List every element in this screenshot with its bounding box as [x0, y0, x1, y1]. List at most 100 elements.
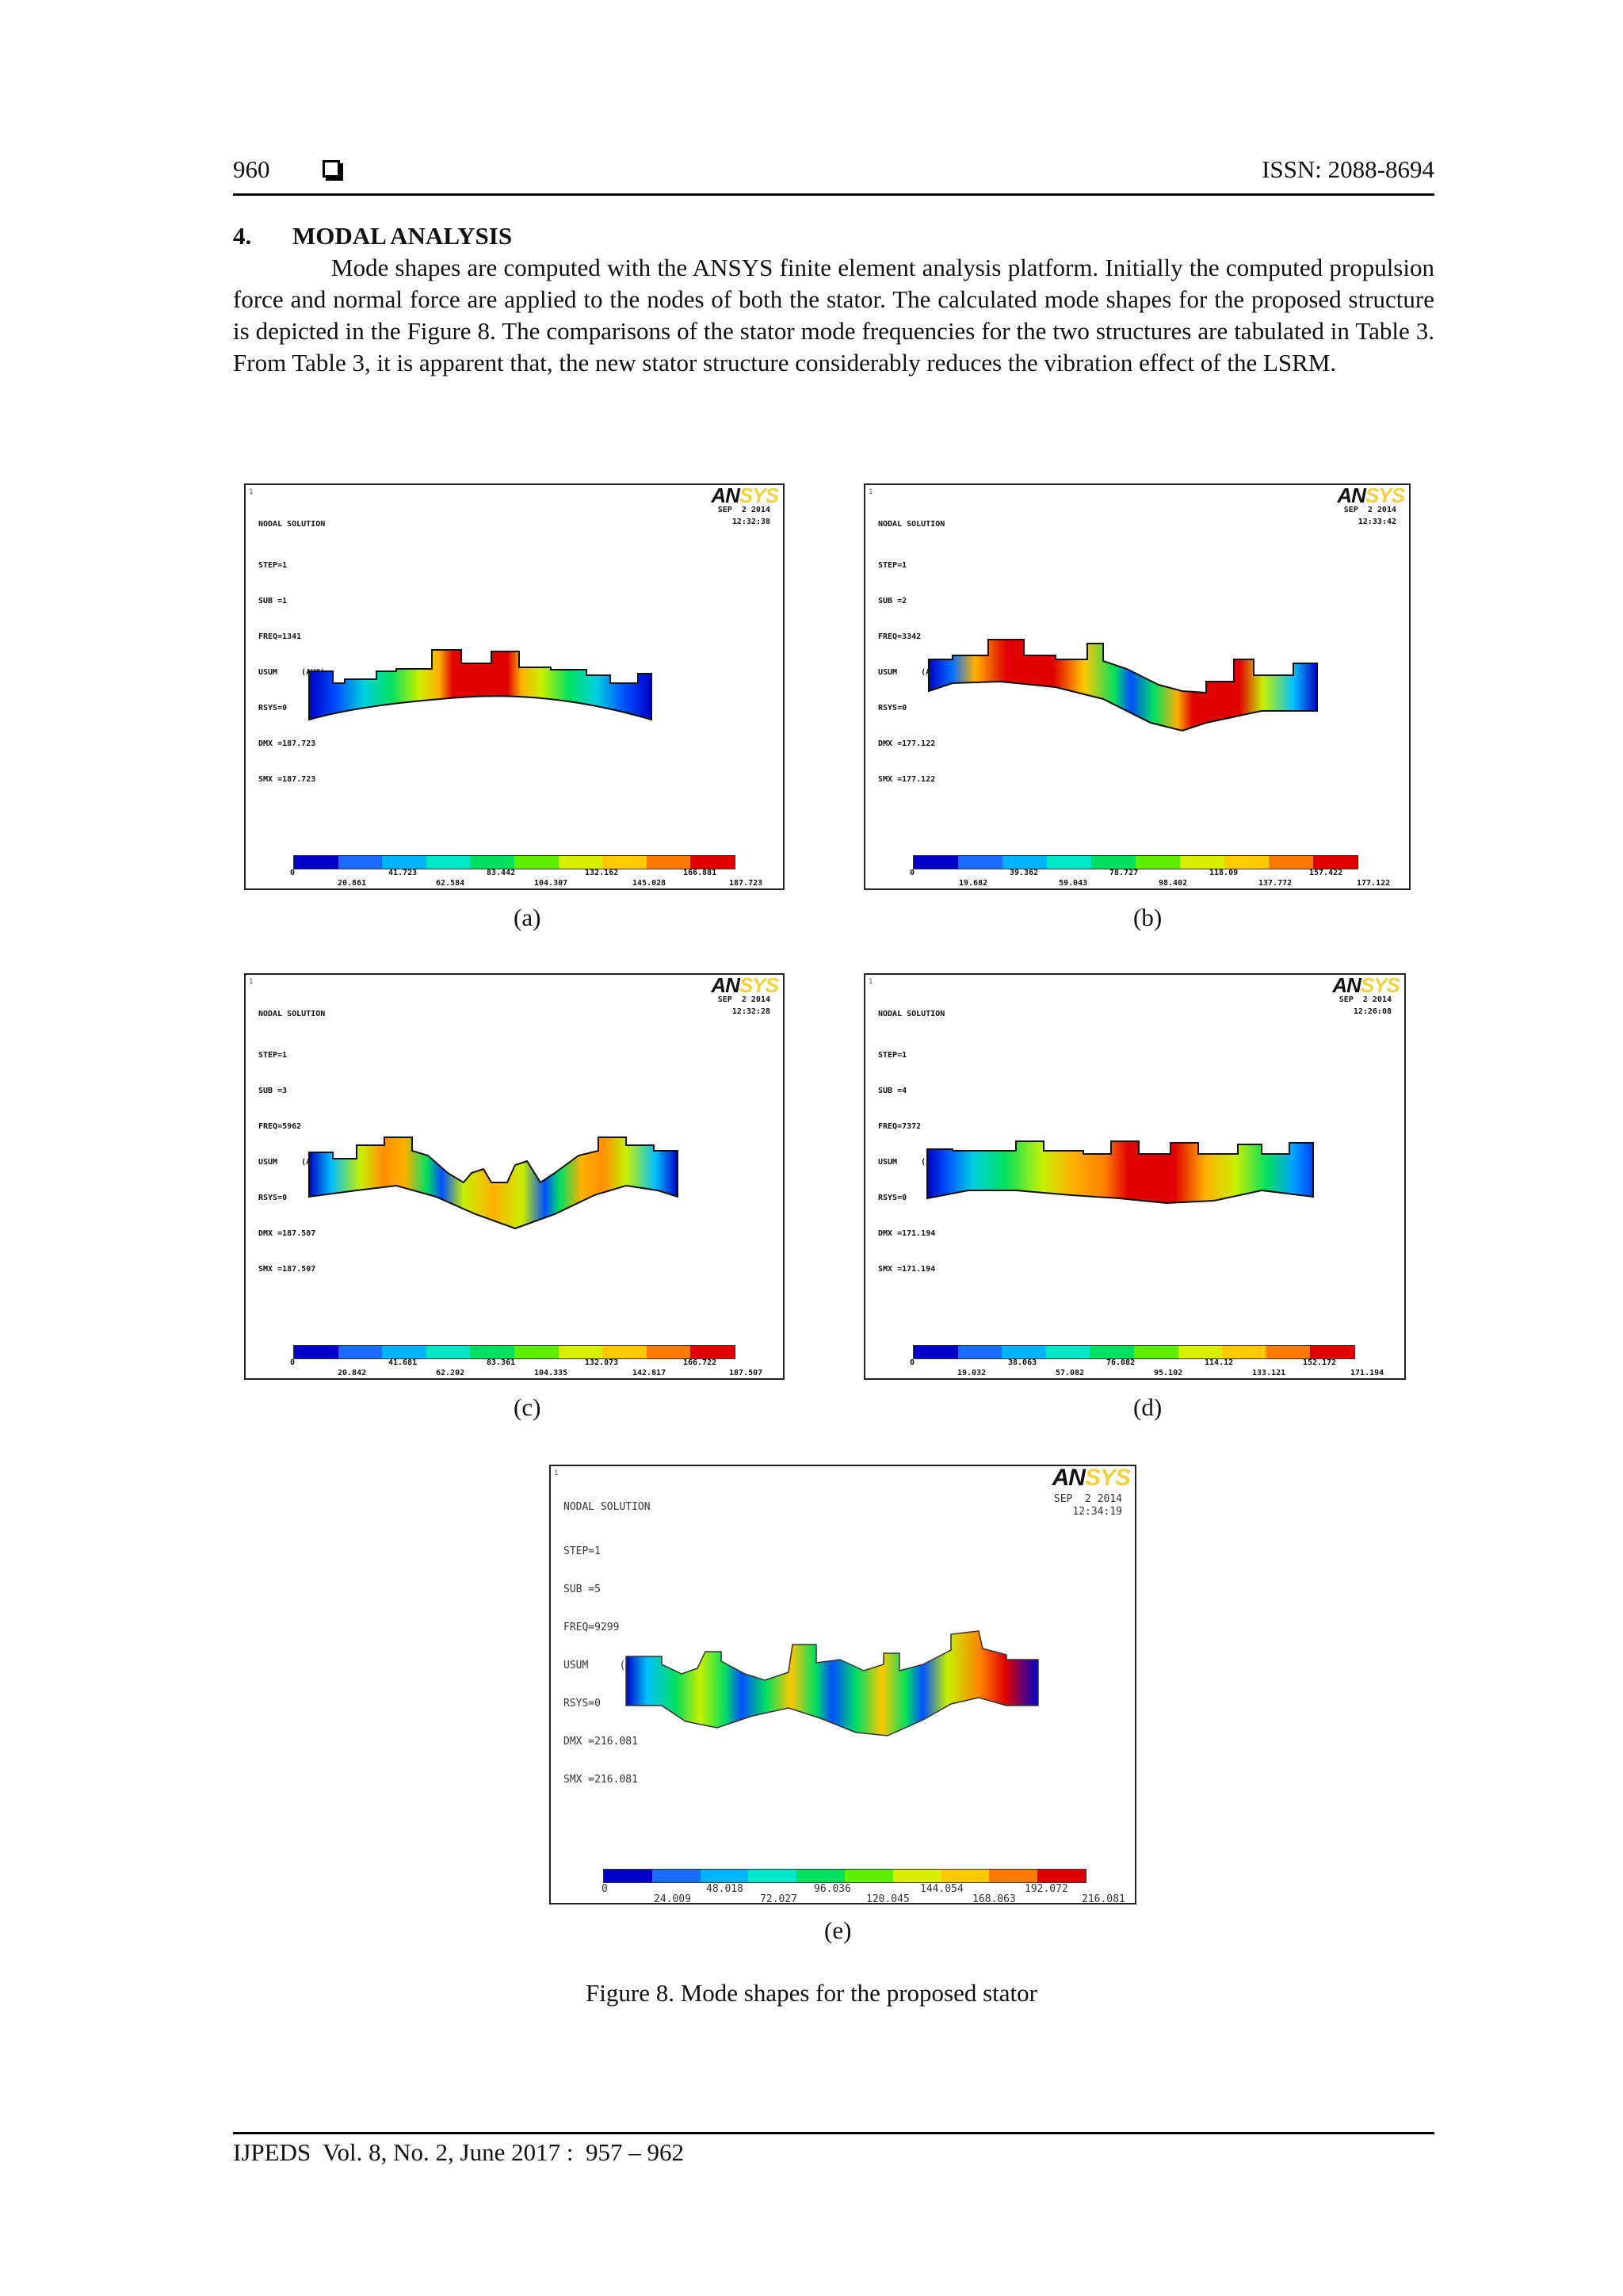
mode-shape-plot [926, 1140, 1314, 1205]
legend-swatch [700, 1870, 749, 1882]
legend-swatch [1178, 1346, 1223, 1358]
figure-timestamp: SEP 2 2014 12:32:28 [717, 995, 770, 1016]
color-legend [603, 1869, 1086, 1883]
legend-label: 41.723 [388, 869, 418, 877]
legend-swatch [1002, 1346, 1046, 1358]
legend-label: 76.082 [1106, 1358, 1136, 1367]
legend-label: 152.172 [1303, 1358, 1337, 1367]
info-line: STEP=1 [563, 1545, 601, 1557]
info-line: DMX =171.194 [878, 1229, 936, 1238]
figure-d-label: (d) [1133, 1393, 1163, 1421]
corner-mark: 1 [249, 978, 254, 986]
info-line: SMX =216.081 [563, 1774, 638, 1786]
info-line: SUB =4 [878, 1087, 907, 1095]
info-line: SMX =187.507 [258, 1265, 316, 1274]
legend-swatch [844, 1870, 893, 1882]
figure-a: 1 NODAL SOLUTION STEP=1 SUB =1 FREQ=1341… [244, 483, 785, 890]
legend-label: 177.122 [1357, 879, 1391, 888]
info-line: STEP=1 [258, 561, 288, 570]
info-line: RSYS=0 [878, 704, 907, 712]
legend-label: 0 [290, 1358, 296, 1367]
legend-label: 95.102 [1154, 1369, 1183, 1377]
info-line: RSYS=0 [258, 704, 288, 712]
info-line: RSYS=0 [258, 1194, 288, 1202]
info-line: NODAL SOLUTION [563, 1501, 651, 1513]
info-line: SUB =2 [878, 597, 907, 606]
legend-swatch [651, 1870, 701, 1882]
legend-label: 157.422 [1309, 869, 1343, 877]
figure-b-label: (b) [1133, 904, 1163, 931]
legend-swatch [748, 1870, 797, 1882]
legend-swatch [1269, 856, 1313, 869]
info-line: FREQ=9299 [563, 1622, 620, 1633]
header-rule [233, 193, 1434, 196]
mode-shape-plot [308, 1137, 678, 1230]
legend-label: 166.881 [683, 869, 717, 877]
info-line: RSYS=0 [563, 1698, 601, 1710]
legend-swatch [1133, 1346, 1178, 1358]
section-paragraph: Mode shapes are computed with the ANSYS … [233, 254, 1434, 376]
legend-swatch [914, 1346, 958, 1358]
box-icon [323, 160, 343, 181]
figure-c-label: (c) [514, 1393, 541, 1421]
info-line: FREQ=3342 [878, 632, 922, 641]
info-line: DMX =177.122 [878, 739, 936, 748]
figure-c: 1 NODAL SOLUTION STEP=1 SUB =3 FREQ=5962… [244, 973, 785, 1380]
legend-label: 72.027 [760, 1893, 797, 1905]
figure-d: 1 NODAL SOLUTION STEP=1 SUB =4 FREQ=7372… [864, 973, 1406, 1380]
legend-label: 132.073 [585, 1358, 619, 1367]
legend-label: 166.722 [683, 1358, 717, 1367]
legend-swatch [470, 1346, 514, 1358]
color-legend [913, 1345, 1355, 1359]
stator-shape [308, 649, 652, 721]
legend-swatch [426, 1346, 471, 1358]
legend-label: 20.861 [338, 879, 367, 888]
figure-e-label: (e) [824, 1916, 852, 1944]
mode-shape-plot [928, 639, 1318, 732]
figure-timestamp: SEP 2 2014 12:32:38 [717, 506, 770, 526]
legend-swatch [1091, 856, 1136, 869]
legend-label: 142.817 [632, 1369, 666, 1377]
legend-swatch [294, 1346, 338, 1358]
legend-label: 96.036 [814, 1883, 851, 1895]
legend-swatch [294, 856, 338, 869]
legend-swatch [1045, 1346, 1090, 1358]
legend-label: 78.727 [1109, 869, 1139, 877]
ansys-logo: ANSYS [1337, 483, 1405, 507]
legend-swatch [1313, 856, 1358, 869]
info-line: STEP=1 [878, 1051, 907, 1060]
ansys-logo: ANSYS [1052, 1465, 1131, 1491]
info-line: SUB =1 [258, 597, 288, 606]
legend-label: 104.307 [534, 879, 568, 888]
legend-swatch [690, 1346, 735, 1358]
legend-swatch [1090, 1346, 1134, 1358]
info-line: NODAL SOLUTION [878, 1010, 945, 1018]
color-legend [293, 1345, 735, 1359]
legend-label: 133.121 [1252, 1369, 1286, 1377]
figure-a-label: (a) [514, 904, 541, 931]
legend-label: 57.082 [1056, 1369, 1085, 1377]
legend-swatch [426, 856, 471, 869]
info-line: DMX =187.507 [258, 1229, 316, 1238]
legend-swatch [382, 856, 426, 869]
legend-swatch [338, 1346, 383, 1358]
legend-label: 59.043 [1059, 879, 1088, 888]
info-line: DMX =216.081 [563, 1736, 638, 1748]
legend-label: 132.162 [585, 869, 619, 877]
issn: ISSN: 2088-8694 [1262, 155, 1434, 183]
legend-swatch [602, 1346, 647, 1358]
legend-swatch [1037, 1870, 1086, 1882]
legend-swatch [989, 1870, 1038, 1882]
legend-label: 192.072 [1025, 1883, 1068, 1895]
legend-label: 83.442 [487, 869, 516, 877]
info-line: DMX =187.723 [258, 739, 316, 748]
legend-swatch [892, 1870, 941, 1882]
ansys-logo: ANSYS [1332, 973, 1400, 997]
legend-label: 62.202 [436, 1369, 465, 1377]
legend-label: 216.081 [1082, 1893, 1125, 1905]
legend-swatch [914, 856, 958, 869]
stator-shape [625, 1630, 1039, 1736]
legend-label: 120.045 [866, 1893, 910, 1905]
color-legend [293, 855, 735, 869]
legend-label: 19.682 [959, 879, 988, 888]
